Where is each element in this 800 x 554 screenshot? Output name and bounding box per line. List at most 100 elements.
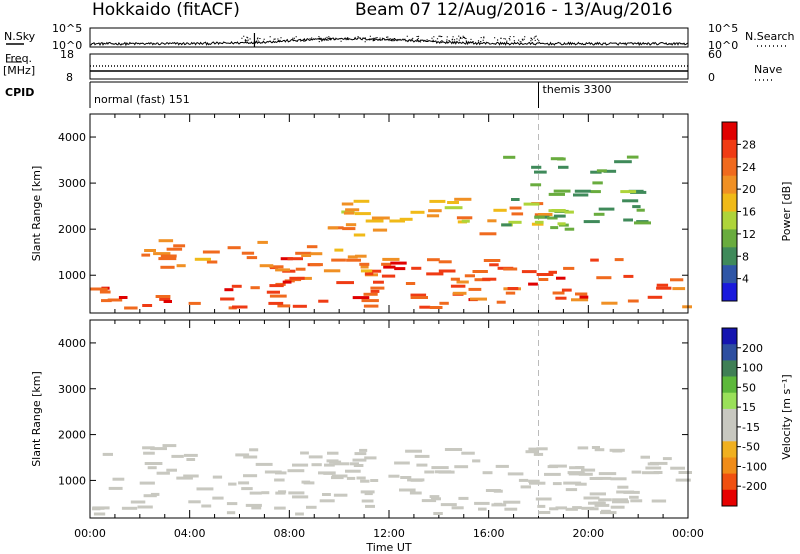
power-cell — [575, 292, 588, 296]
power-cell — [536, 273, 554, 276]
velocity-cell — [365, 504, 375, 508]
power-cell — [331, 258, 346, 262]
power-cell — [373, 280, 384, 284]
power-cell — [336, 281, 354, 285]
velocity-cell — [495, 464, 509, 468]
power-cell — [410, 210, 425, 214]
velocity-colorbar: 200 100 50 15 -15 -50 -100 -200 Velocity [m s⁻¹] — [721, 327, 793, 507]
velocity-colorbar-tick-label: -15 — [742, 421, 760, 434]
power-cell — [590, 258, 599, 262]
velocity-colorbar-tick-label: 100 — [742, 362, 763, 375]
power-cell — [592, 181, 603, 185]
velocity-cell — [311, 463, 322, 467]
velocity-cell — [580, 468, 596, 472]
velocity-cell — [528, 447, 538, 451]
power-cell — [355, 254, 367, 258]
power-cell — [287, 257, 303, 261]
velocity-colorbar-swatch — [722, 457, 737, 475]
velocity-cell — [150, 447, 167, 451]
velocity-cell — [228, 482, 237, 486]
power-cell — [323, 269, 341, 273]
power-cell — [160, 254, 177, 258]
velocity-cell — [617, 485, 629, 489]
velocity-cell — [424, 470, 435, 474]
velocity-cell — [555, 506, 567, 510]
power-cell — [636, 208, 645, 212]
power-cell — [158, 239, 174, 243]
power-cell — [670, 278, 684, 282]
power-colorbar-tick-label: 24 — [742, 161, 756, 174]
power-cell — [399, 217, 413, 221]
velocity-cell — [333, 493, 348, 497]
velocity-cell — [196, 487, 214, 491]
freq-frame — [89, 53, 689, 80]
power-cell — [158, 257, 177, 261]
power-cell — [277, 304, 291, 308]
velocity-cell — [588, 501, 606, 505]
power-cell — [656, 286, 672, 290]
cpid-segment-label: themis 3300 — [543, 83, 612, 96]
velocity-cell — [249, 491, 262, 495]
power-cell — [361, 299, 379, 303]
velocity-cell — [102, 452, 113, 456]
velocity-cell — [399, 488, 416, 492]
velocity-colorbar-swatch — [722, 392, 737, 410]
nsky-label: N.Sky — [4, 30, 36, 43]
velocity-cell — [112, 477, 125, 481]
velocity-cell — [241, 487, 253, 491]
power-cell — [381, 262, 392, 266]
power-cell — [364, 272, 374, 276]
velocity-y-tick-label: 4000 — [58, 337, 86, 350]
power-cell — [327, 226, 339, 230]
power-cell — [438, 269, 456, 273]
power-cell — [426, 214, 440, 218]
noise-frame — [89, 27, 689, 48]
power-cell — [623, 274, 634, 278]
power-cell — [347, 255, 358, 259]
velocity-cell — [243, 474, 258, 478]
velocity-cell — [581, 506, 594, 510]
velocity-cell — [295, 512, 304, 516]
power-cell — [107, 298, 123, 302]
velocity-colorbar-swatch — [722, 376, 737, 394]
velocity-cell — [451, 506, 464, 510]
power-cell — [334, 248, 344, 252]
velocity-cell — [162, 444, 177, 448]
power-cell — [574, 189, 591, 193]
station-title: Hokkaido (fitACF) — [92, 0, 240, 20]
power-cell — [295, 267, 306, 271]
power-cell — [428, 209, 442, 213]
power-cell — [598, 207, 615, 211]
power-cell — [370, 286, 385, 290]
power-cell — [489, 263, 499, 267]
power-cell — [556, 276, 566, 280]
power-cell — [501, 223, 512, 227]
power-cell — [405, 282, 416, 285]
velocity-cell — [156, 471, 170, 475]
power-colorbar-swatch — [722, 139, 737, 159]
power-cell — [383, 265, 396, 269]
velocity-cell — [598, 472, 617, 476]
power-cell — [593, 212, 605, 216]
velocity-cell — [565, 488, 578, 492]
velocity-cell — [93, 512, 106, 516]
power-cell — [450, 284, 466, 288]
power-cell — [368, 269, 382, 273]
velocity-cell — [595, 476, 612, 480]
velocity-cell — [360, 490, 375, 494]
noise-right-tick-bottom: 10^0 — [708, 39, 738, 52]
velocity-cell — [591, 446, 600, 449]
power-y-tick-label: 2000 — [58, 223, 86, 236]
power-cell — [282, 280, 292, 284]
velocity-cell — [176, 476, 193, 480]
power-cell — [166, 247, 183, 251]
power-cell — [469, 297, 487, 301]
velocity-cell — [600, 511, 617, 515]
velocity-cell — [630, 499, 643, 503]
velocity-cell — [323, 471, 333, 475]
velocity-cell — [529, 481, 546, 485]
power-cell — [173, 244, 186, 248]
power-cell — [496, 300, 506, 304]
velocity-cell — [433, 512, 443, 515]
velocity-cell — [264, 470, 282, 474]
